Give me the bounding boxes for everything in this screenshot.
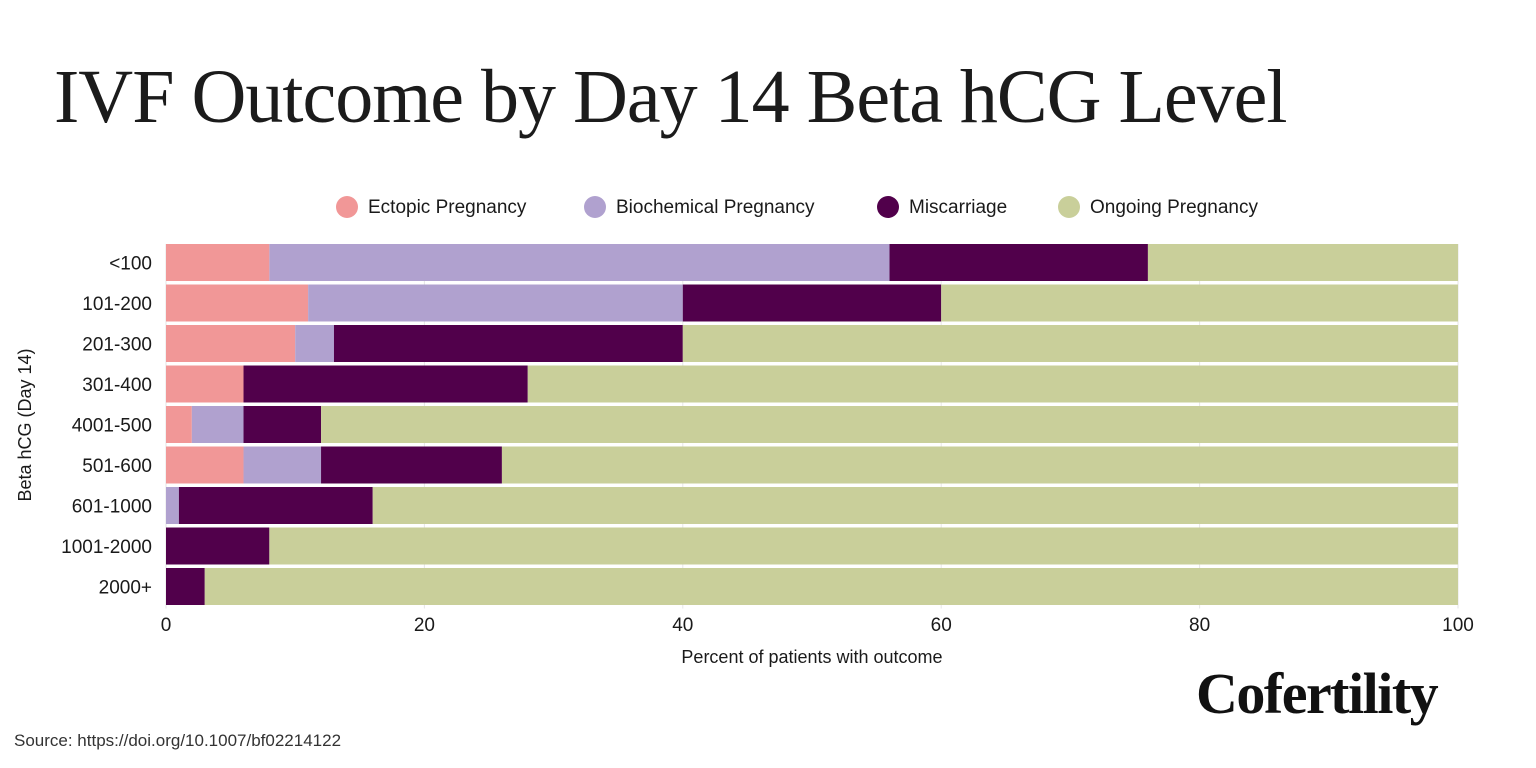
bar-6-3	[372, 487, 1459, 524]
legend-swatch-2	[877, 196, 899, 218]
x-tick-label-5: 100	[1442, 615, 1474, 636]
y-tick-label-8: 2000+	[99, 578, 152, 599]
x-tick-label-0: 0	[161, 615, 172, 636]
y-tick-label-7: 1001-2000	[61, 537, 152, 558]
bar-1-3	[941, 284, 1458, 322]
legend-item-2: Miscarriage	[877, 196, 1007, 218]
bar-0-1	[269, 244, 890, 281]
bar-7-3	[269, 527, 1458, 565]
bar-8-2	[166, 568, 205, 605]
legend-label-0: Ectopic Pregnancy	[368, 197, 527, 218]
bar-4-0	[166, 406, 192, 443]
bar-2-2	[333, 325, 683, 362]
legend-item-0: Ectopic Pregnancy	[336, 196, 527, 218]
legend-swatch-3	[1058, 196, 1080, 218]
bar-1-2	[682, 284, 942, 322]
bar-7-2	[166, 527, 270, 565]
source-citation: Source: https://doi.org/10.1007/bf022141…	[14, 731, 342, 750]
x-tick-label-4: 80	[1189, 615, 1210, 636]
x-tick-labels: 0 20 40 60 80 100	[161, 615, 1474, 636]
x-axis-title: Percent of patients with outcome	[681, 647, 942, 667]
bar-1-0	[166, 284, 309, 322]
bar-5-2	[321, 446, 502, 484]
y-tick-label-1: 101-200	[82, 294, 152, 315]
legend-label-3: Ongoing Pregnancy	[1090, 197, 1258, 218]
bar-4-2	[243, 406, 322, 443]
legend: Ectopic Pregnancy Biochemical Pregnancy Mi…	[336, 196, 1258, 218]
y-tick-label-5: 501-600	[82, 456, 152, 477]
y-axis-title: Beta hCG (Day 14)	[15, 348, 35, 501]
y-tick-label-0: <100	[109, 254, 152, 275]
bar-6-2	[178, 487, 373, 524]
bar-2-1	[295, 325, 334, 362]
bar-2-3	[682, 325, 1458, 362]
bar-8-3	[204, 568, 1458, 605]
bar-3-0	[166, 365, 244, 403]
bar-2-0	[166, 325, 296, 362]
x-tick-label-1: 20	[414, 615, 435, 636]
y-tick-label-3: 301-400	[82, 375, 152, 396]
y-tick-label-2: 201-300	[82, 335, 152, 356]
page-title: IVF Outcome by Day 14 Beta hCG Level	[54, 55, 1288, 139]
bar-0-2	[889, 244, 1148, 281]
legend-item-1: Biochemical Pregnancy	[584, 196, 815, 218]
bar-0-3	[1147, 244, 1458, 281]
legend-label-1: Biochemical Pregnancy	[616, 197, 815, 218]
bar-0-0	[166, 244, 270, 281]
bar-4-3	[321, 406, 1458, 443]
y-tick-label-6: 601-1000	[72, 497, 152, 518]
legend-item-3: Ongoing Pregnancy	[1058, 196, 1258, 218]
x-tick-label-2: 40	[672, 615, 693, 636]
legend-swatch-1	[584, 196, 606, 218]
legend-label-2: Miscarriage	[909, 197, 1007, 218]
bar-5-3	[501, 446, 1458, 484]
x-tick-label-3: 60	[931, 615, 952, 636]
bar-5-1	[243, 446, 322, 484]
bar-1-1	[308, 284, 683, 322]
brand-logo: Cofertility	[1196, 661, 1439, 726]
bar-3-2	[243, 365, 528, 403]
bar-6-1	[166, 487, 179, 524]
bar-5-0	[166, 446, 244, 484]
bar-3-3	[527, 365, 1458, 403]
y-tick-label-4: 4001-500	[72, 416, 152, 437]
bars	[166, 244, 1459, 605]
y-tick-labels: <100 101-200 201-300 301-400 4001-500 501-600…	[61, 254, 152, 599]
bar-4-1	[191, 406, 244, 443]
legend-swatch-0	[336, 196, 358, 218]
